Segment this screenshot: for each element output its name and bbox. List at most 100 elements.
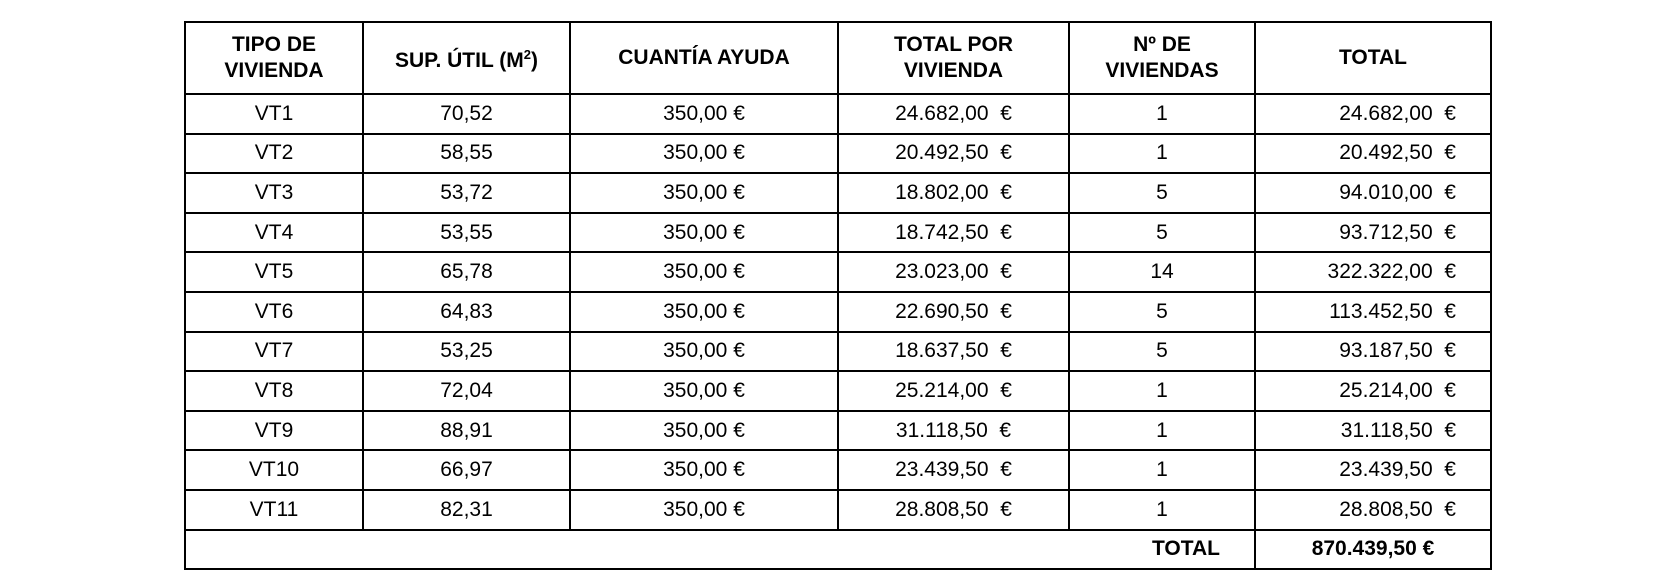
table-cell: 113.452,50 € xyxy=(1254,290,1492,333)
table-cell: VT1 xyxy=(184,93,364,135)
table-cell: 5 xyxy=(1068,172,1256,214)
header-cell: TOTAL xyxy=(1254,21,1492,95)
table-cell: 350,00 € xyxy=(569,488,839,531)
table-cell: 82,31 xyxy=(362,488,571,531)
table-cell: VT6 xyxy=(184,290,364,333)
table-cell: 1 xyxy=(1068,132,1256,175)
table-cell: 53,25 xyxy=(362,330,571,373)
table-cell: 18.742,50 € xyxy=(837,211,1070,254)
header-superscript: 2 xyxy=(523,47,531,62)
table-cell: VT7 xyxy=(184,330,364,373)
header-cell: TOTAL POR VIVIENDA xyxy=(837,21,1070,95)
table-cell: 18.637,50 € xyxy=(837,330,1070,373)
table-cell: 31.118,50 € xyxy=(837,409,1070,452)
table-cell: VT9 xyxy=(184,409,364,452)
table-row: VT4 53,55 350,00 €18.742,50 €5 93.712,50 € xyxy=(184,211,1492,254)
table-cell: 1 xyxy=(1068,449,1256,491)
table-row: VT2 58,55 350,00 €20.492,50 €1 20.492,50 € xyxy=(184,132,1492,175)
table-cell: VT10 xyxy=(184,449,364,491)
table-cell: 350,00 € xyxy=(569,370,839,412)
table-cell: 350,00 € xyxy=(569,132,839,175)
table-cell: 25.214,00 € xyxy=(837,370,1070,412)
table-cell: 23.023,00 € xyxy=(837,251,1070,293)
table-body: VT1 70,52 350,00 €24.682,00 €1 24.682,00 € V… xyxy=(184,93,1492,571)
table-cell: 350,00 € xyxy=(569,251,839,293)
header-line: VIVIENDAS xyxy=(1105,59,1219,82)
table-cell: 70,52 xyxy=(362,93,571,135)
header-row: TIPO DE VIVIENDA SUP. ÚTIL (M2) CUANTÍA AYU… xyxy=(184,21,1492,95)
table-row: VT6 64,83 350,00 €22.690,50 €5 113.452,50 € xyxy=(184,290,1492,333)
table-cell: 350,00 € xyxy=(569,211,839,254)
table-cell: 53,55 xyxy=(362,211,571,254)
table-cell: 53,72 xyxy=(362,172,571,214)
total-row: TOTAL 870.439,50 € xyxy=(184,528,1492,571)
header-line: CUANTÍA AYUDA xyxy=(618,46,790,69)
table-row: VT1 70,52 350,00 €24.682,00 €1 24.682,00 € xyxy=(184,93,1492,135)
table-cell: VT4 xyxy=(184,211,364,254)
table-cell: 350,00 € xyxy=(569,172,839,214)
table-row: VT9 88,91 350,00 €31.118,50 €1 31.118,50 € xyxy=(184,409,1492,452)
table-cell: 25.214,00 € xyxy=(1254,370,1492,412)
table-cell: 22.690,50 € xyxy=(837,290,1070,333)
table-row: VT11 82,31 350,00 €28.808,50 €1 28.808,50 € xyxy=(184,488,1492,531)
header-line: VIVIENDA xyxy=(903,59,1004,82)
table-row: VT5 65,78 350,00 €23.023,00 €14 322.322,00 … xyxy=(184,251,1492,293)
table-cell: 93.187,50 € xyxy=(1254,330,1492,373)
aid-table: TIPO DE VIVIENDA SUP. ÚTIL (M2) CUANTÍA AYU… xyxy=(184,21,1492,571)
table-cell: 64,83 xyxy=(362,290,571,333)
table-row: VT7 53,25 350,00 €18.637,50 €5 93.187,50 € xyxy=(184,330,1492,373)
table-cell: 23.439,50 € xyxy=(837,449,1070,491)
table-cell: VT2 xyxy=(184,132,364,175)
table-row: VT3 53,72 350,00 €18.802,00 €5 94.010,00 € xyxy=(184,172,1492,214)
table-cell: 31.118,50 € xyxy=(1254,409,1492,452)
table-row: VT10 66,97 350,00 €23.439,50 €1 23.439,50 € xyxy=(184,449,1492,491)
table-cell: 20.492,50 € xyxy=(837,132,1070,175)
table-cell: 1 xyxy=(1068,488,1256,531)
table-cell: 93.712,50 € xyxy=(1254,211,1492,254)
total-value: 870.439,50 € xyxy=(1254,528,1492,571)
table-cell: 350,00 € xyxy=(569,93,839,135)
header-text: SUP. ÚTIL (M xyxy=(395,49,524,72)
table-cell: VT8 xyxy=(184,370,364,412)
table-cell: 350,00 € xyxy=(569,290,839,333)
header-text: ) xyxy=(530,49,538,72)
table-cell: 350,00 € xyxy=(569,449,839,491)
table-cell: 94.010,00 € xyxy=(1254,172,1492,214)
table-cell: 20.492,50 € xyxy=(1254,132,1492,175)
table-cell: 5 xyxy=(1068,330,1256,373)
table-cell: VT3 xyxy=(184,172,364,214)
header-line: TOTAL POR xyxy=(893,33,1013,56)
header-cell: CUANTÍA AYUDA xyxy=(569,21,839,95)
table-cell: 5 xyxy=(1068,290,1256,333)
header-cell: TIPO DE VIVIENDA xyxy=(184,21,364,95)
table-cell: 23.439,50 € xyxy=(1254,449,1492,491)
table-cell: 350,00 € xyxy=(569,330,839,373)
table-cell: 322.322,00 € xyxy=(1254,251,1492,293)
table-row: VT8 72,04 350,00 €25.214,00 €1 25.214,00 € xyxy=(184,370,1492,412)
table-cell: VT11 xyxy=(184,488,364,531)
header-cell: SUP. ÚTIL (M2) xyxy=(362,21,571,95)
table-cell: 24.682,00 € xyxy=(837,93,1070,135)
header-cell: Nº DE VIVIENDAS xyxy=(1068,21,1256,95)
header-line: TIPO DE xyxy=(231,33,316,56)
table-cell: VT5 xyxy=(184,251,364,293)
total-label: TOTAL xyxy=(184,528,1256,571)
table-cell: 65,78 xyxy=(362,251,571,293)
header-line: TOTAL xyxy=(1338,46,1408,69)
table-cell: 18.802,00 € xyxy=(837,172,1070,214)
header-line: VIVIENDA xyxy=(224,59,324,82)
table-cell: 66,97 xyxy=(362,449,571,491)
table-cell: 14 xyxy=(1068,251,1256,293)
table-cell: 88,91 xyxy=(362,409,571,452)
table-cell: 28.808,50 € xyxy=(837,488,1070,531)
table-cell: 58,55 xyxy=(362,132,571,175)
header-line: Nº DE xyxy=(1133,33,1191,56)
table-cell: 1 xyxy=(1068,370,1256,412)
table-cell: 72,04 xyxy=(362,370,571,412)
table-cell: 24.682,00 € xyxy=(1254,93,1492,135)
table-cell: 1 xyxy=(1068,409,1256,452)
table-cell: 28.808,50 € xyxy=(1254,488,1492,531)
table-cell: 350,00 € xyxy=(569,409,839,452)
table-cell: 1 xyxy=(1068,93,1256,135)
